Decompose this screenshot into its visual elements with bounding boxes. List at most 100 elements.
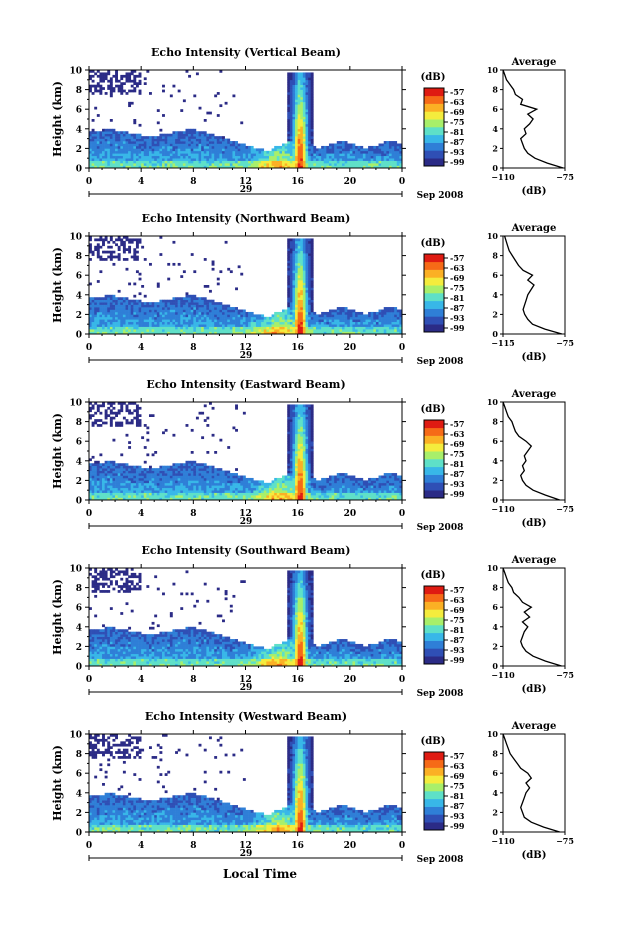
heatmap-cell bbox=[138, 304, 142, 308]
heatmap-cell bbox=[242, 319, 246, 323]
heatmap-cell bbox=[287, 253, 291, 256]
heatmap-cell bbox=[198, 158, 202, 161]
heatmap-cell bbox=[336, 311, 340, 315]
heatmap-cell bbox=[399, 165, 403, 169]
heatmap-cell bbox=[172, 468, 176, 471]
heatmap-cell bbox=[198, 480, 202, 484]
heatmap-cell bbox=[381, 331, 385, 335]
heatmap-cell bbox=[235, 475, 238, 479]
heatmap-cell bbox=[162, 326, 165, 330]
heatmap-cell bbox=[128, 101, 132, 105]
heatmap-cell bbox=[102, 421, 105, 425]
heatmap-cell bbox=[188, 136, 192, 139]
heatmap-cell bbox=[245, 497, 249, 501]
heatmap-cell bbox=[274, 163, 278, 166]
heatmap-cell bbox=[96, 70, 100, 73]
heatmap-cell bbox=[373, 148, 377, 152]
heatmap-cell bbox=[172, 326, 176, 330]
heatmap-cell bbox=[287, 314, 291, 318]
colorbar-segment bbox=[424, 127, 444, 136]
heatmap-cell bbox=[146, 158, 150, 161]
heatmap-cell bbox=[162, 316, 165, 320]
heatmap-cell bbox=[321, 145, 325, 149]
heatmap-cell bbox=[292, 72, 296, 76]
heatmap-cell bbox=[203, 468, 207, 471]
profile-y-tick-label: 8 bbox=[492, 85, 498, 95]
heatmap-cell bbox=[91, 421, 95, 425]
heatmap-cell bbox=[229, 487, 233, 491]
heatmap-cell bbox=[339, 321, 343, 325]
heatmap-cell bbox=[240, 160, 244, 164]
heatmap-cell bbox=[326, 324, 330, 327]
heatmap-cell bbox=[120, 143, 124, 147]
heatmap-cell bbox=[99, 324, 103, 327]
heatmap-cell bbox=[104, 294, 108, 298]
heatmap-cell bbox=[143, 138, 147, 142]
heatmap-cell bbox=[378, 309, 382, 313]
heatmap-cell bbox=[347, 155, 351, 159]
heatmap-cell bbox=[235, 468, 238, 471]
heatmap-cell bbox=[141, 470, 145, 474]
heatmap-cell bbox=[125, 267, 129, 271]
heatmap-cell bbox=[237, 490, 241, 493]
heatmap-cell bbox=[96, 314, 100, 318]
heatmap-cell bbox=[214, 138, 218, 142]
heatmap-cell bbox=[308, 116, 312, 120]
heatmap-cell bbox=[143, 477, 147, 481]
heatmap-cell bbox=[295, 319, 298, 323]
heatmap-cell bbox=[232, 314, 236, 318]
heatmap-cell bbox=[289, 319, 293, 323]
heatmap-cell bbox=[89, 477, 92, 481]
heatmap-cell bbox=[300, 240, 304, 244]
heatmap-cell bbox=[287, 123, 291, 127]
heatmap-cell bbox=[180, 131, 184, 134]
heatmap-cell bbox=[177, 145, 181, 149]
heatmap-cell bbox=[388, 331, 392, 335]
heatmap-cell bbox=[235, 324, 238, 327]
heatmap-cell bbox=[342, 165, 345, 169]
heatmap-cell bbox=[99, 329, 103, 332]
heatmap-cell bbox=[193, 141, 197, 144]
heatmap-cell bbox=[102, 160, 105, 164]
heatmap-cell bbox=[266, 331, 270, 335]
heatmap-cell bbox=[381, 148, 385, 152]
heatmap-cell bbox=[180, 148, 184, 152]
heatmap-cell bbox=[180, 133, 184, 137]
heatmap-cell bbox=[180, 326, 184, 330]
y-tick-label: 2 bbox=[76, 311, 82, 321]
heatmap-cell bbox=[347, 143, 351, 147]
heatmap-cell bbox=[89, 245, 92, 249]
heatmap-cell bbox=[151, 470, 155, 474]
heatmap-cell bbox=[315, 163, 319, 166]
heatmap-cell bbox=[250, 495, 254, 498]
heatmap-cell bbox=[305, 245, 309, 249]
heatmap-cell bbox=[102, 77, 105, 81]
heatmap-cell bbox=[109, 136, 113, 139]
heatmap-cell bbox=[344, 316, 348, 320]
heatmap-cell bbox=[287, 272, 291, 276]
heatmap-cell bbox=[198, 299, 202, 303]
heatmap-cell bbox=[151, 329, 155, 332]
heatmap-cell bbox=[378, 319, 382, 323]
heatmap-cell bbox=[130, 324, 134, 327]
heatmap-cell bbox=[143, 294, 147, 298]
heatmap-cell bbox=[104, 299, 108, 303]
heatmap-cell bbox=[352, 309, 356, 313]
heatmap-cell bbox=[391, 158, 395, 161]
heatmap-cell bbox=[370, 324, 374, 327]
heatmap-cell bbox=[342, 148, 345, 152]
heatmap-cell bbox=[167, 326, 171, 330]
heatmap-cell bbox=[159, 477, 163, 481]
colorbar-frame bbox=[423, 87, 445, 167]
heatmap-cell bbox=[143, 319, 147, 323]
heatmap-cell bbox=[305, 316, 309, 320]
heatmap-cell bbox=[292, 111, 296, 115]
heatmap-cell bbox=[120, 482, 124, 486]
heatmap-cell bbox=[386, 311, 390, 315]
heatmap-cell bbox=[128, 468, 132, 471]
heatmap-cell bbox=[334, 145, 338, 149]
heatmap-cell bbox=[334, 163, 338, 166]
heatmap-cell bbox=[195, 155, 199, 159]
heatmap-cell bbox=[143, 155, 147, 159]
heatmap-cell bbox=[378, 316, 382, 320]
